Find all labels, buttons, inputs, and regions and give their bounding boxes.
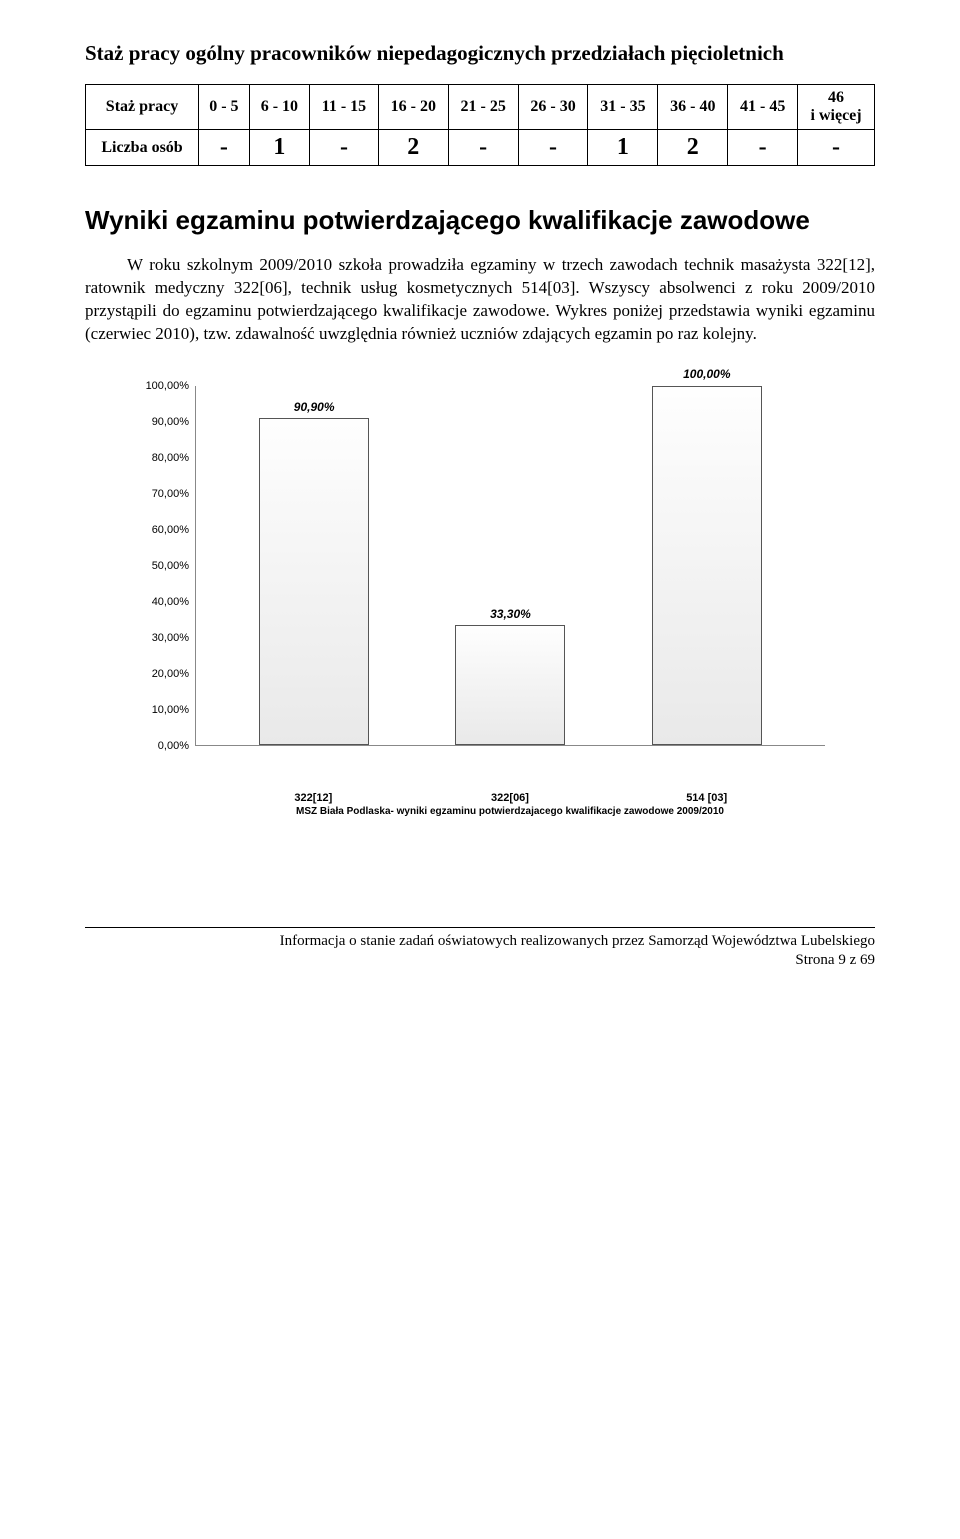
col-header: 36 - 40 — [658, 85, 728, 130]
y-tick-label: 60,00% — [152, 524, 189, 536]
table-row-values: Liczba osób - 1 - 2 - - 1 2 - - — [86, 130, 875, 166]
col-header: 46 i więcej — [798, 85, 875, 130]
x-tick-label: 514 [03] — [608, 786, 805, 804]
y-tick-label: 20,00% — [152, 668, 189, 680]
cell: 1 — [249, 130, 309, 166]
cell: - — [448, 130, 518, 166]
chart-plot: 90,90% 33,30% 100,00% — [195, 386, 825, 746]
row-header-liczba: Liczba osób — [86, 130, 199, 166]
chart-area: 0,00% 10,00% 20,00% 30,00% 40,00% 50,00% 60,00… — [135, 386, 825, 786]
cell: 1 — [588, 130, 658, 166]
col-header: 21 - 25 — [448, 85, 518, 130]
y-tick-label: 100,00% — [146, 380, 189, 392]
y-tick-label: 80,00% — [152, 452, 189, 464]
col-header: 0 - 5 — [199, 85, 250, 130]
bar-slot: 100,00% — [609, 386, 805, 745]
bar-slot: 90,90% — [216, 386, 412, 745]
y-axis: 0,00%10,00%20,00%30,00%40,00%50,00%60,00… — [135, 386, 195, 746]
cell: - — [199, 130, 250, 166]
y-tick-label: 0,00% — [158, 740, 189, 752]
bar-value-label: 90,90% — [294, 400, 335, 414]
bar — [259, 418, 369, 745]
bar-chart: 0,00% 10,00% 20,00% 30,00% 40,00% 50,00% 60,00… — [135, 386, 825, 817]
y-tick-label: 30,00% — [152, 632, 189, 644]
cell: 2 — [378, 130, 448, 166]
col-header: 11 - 15 — [310, 85, 379, 130]
x-tick-label: 322[06] — [412, 786, 609, 804]
y-tick-label: 10,00% — [152, 704, 189, 716]
x-tick-label: 322[12] — [215, 786, 412, 804]
table-row-header: Staż pracy 0 - 5 6 - 10 11 - 15 16 - 20 … — [86, 85, 875, 130]
footer-line-2: Strona 9 z 69 — [85, 951, 875, 971]
bar — [652, 386, 762, 745]
bar — [455, 625, 565, 745]
body-paragraph: W roku szkolnym 2009/2010 szkoła prowadz… — [85, 254, 875, 346]
y-tick-label: 40,00% — [152, 596, 189, 608]
cell: - — [728, 130, 798, 166]
col-header: 41 - 45 — [728, 85, 798, 130]
row-header-staz: Staż pracy — [86, 85, 199, 130]
bar-value-label: 100,00% — [683, 367, 730, 381]
section-title-wyniki: Wyniki egzaminu potwierdzającego kwalifi… — [85, 206, 875, 236]
y-tick-label: 70,00% — [152, 488, 189, 500]
cell: - — [798, 130, 875, 166]
chart-caption: MSZ Biała Podlaska- wyniki egzaminu potw… — [195, 806, 825, 817]
footer-line-1: Informacja o stanie zadań oświatowych re… — [85, 932, 875, 952]
x-axis-labels: 322[12]322[06]514 [03] — [195, 786, 825, 804]
page: Staż pracy ogólny pracowników niepedagog… — [0, 0, 960, 1001]
staz-table: Staż pracy 0 - 5 6 - 10 11 - 15 16 - 20 … — [85, 84, 875, 166]
col-header: 16 - 20 — [378, 85, 448, 130]
cell: - — [310, 130, 379, 166]
y-tick-label: 90,00% — [152, 416, 189, 428]
col-header: 31 - 35 — [588, 85, 658, 130]
col-header: 6 - 10 — [249, 85, 309, 130]
heading-staz: Staż pracy ogólny pracowników niepedagog… — [85, 40, 875, 66]
cell: 2 — [658, 130, 728, 166]
bar-slot: 33,30% — [412, 386, 608, 745]
page-footer: Informacja o stanie zadań oświatowych re… — [85, 927, 875, 971]
bar-value-label: 33,30% — [490, 607, 531, 621]
col-header: 26 - 30 — [518, 85, 588, 130]
y-tick-label: 50,00% — [152, 560, 189, 572]
cell: - — [518, 130, 588, 166]
